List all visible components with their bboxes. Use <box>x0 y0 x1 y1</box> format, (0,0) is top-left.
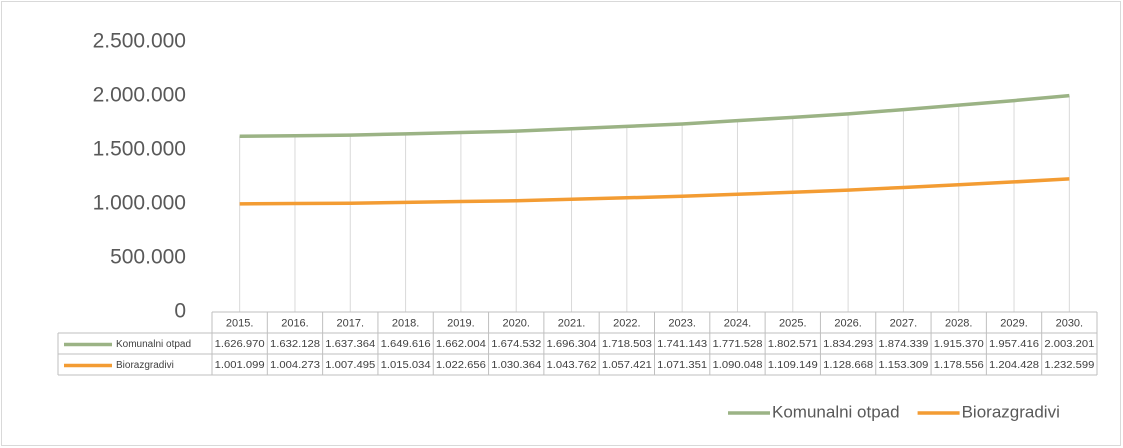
series-line <box>239 93 1070 139</box>
x-tick-label: 2026. <box>834 317 862 329</box>
x-tick-label: 2025. <box>779 317 807 329</box>
x-tick-label: 2028. <box>945 317 973 329</box>
data-label: 1.204.428 <box>989 360 1039 371</box>
data-label: 1.649.616 <box>381 339 431 350</box>
x-tick-label: 2029. <box>1000 317 1028 329</box>
data-label: 1.015.034 <box>381 360 431 371</box>
data-label: 1.696.304 <box>547 339 597 350</box>
data-label: 1.001.099 <box>215 360 265 371</box>
x-tick-label: 2016. <box>281 317 309 329</box>
data-label: 1.043.762 <box>547 360 597 371</box>
x-tick-label: 2022. <box>613 317 641 329</box>
data-label: 1.741.143 <box>657 339 707 350</box>
y-tick-label: 2.500.000 <box>93 30 186 53</box>
legend-label: Biorazgradivi <box>962 402 1060 421</box>
y-tick-label: 2.000.000 <box>93 84 186 107</box>
data-label: 1.007.495 <box>325 360 375 371</box>
data-label: 1.178.556 <box>934 360 984 371</box>
data-label: 1.626.970 <box>215 339 265 350</box>
x-tick-label: 2027. <box>890 317 918 329</box>
x-tick-label: 2018. <box>392 317 420 329</box>
data-label: 1.662.004 <box>436 339 486 350</box>
y-tick-label: 1.500.000 <box>93 138 186 161</box>
data-label: 1.109.149 <box>768 360 818 371</box>
data-label: 1.090.048 <box>712 360 762 371</box>
data-label: 1.771.528 <box>712 339 762 350</box>
x-tick-label: 2021. <box>558 317 586 329</box>
table-series-name: Komunalni otpad <box>116 339 191 350</box>
data-label: 1.153.309 <box>878 360 928 371</box>
data-label: 1.004.273 <box>270 360 320 371</box>
data-label: 1.057.421 <box>602 360 652 371</box>
x-tick-label: 2030. <box>1056 317 1084 329</box>
data-label: 1.834.293 <box>823 339 873 350</box>
x-tick-label: 2024. <box>724 317 752 329</box>
data-label: 1.637.364 <box>325 339 375 350</box>
data-label: 1.128.668 <box>823 360 873 371</box>
data-label: 1.632.128 <box>270 339 320 350</box>
data-label: 1.674.532 <box>491 339 541 350</box>
data-label: 1.022.656 <box>436 360 486 371</box>
data-label: 1.071.351 <box>657 360 707 371</box>
data-label: 1.802.571 <box>768 339 818 350</box>
x-tick-label: 2020. <box>502 317 530 329</box>
x-tick-label: 2017. <box>337 317 365 329</box>
y-tick-label: 0 <box>174 300 186 323</box>
data-label: 1.718.503 <box>602 339 652 350</box>
y-tick-label: 500.000 <box>110 246 186 269</box>
series-line <box>239 177 1070 206</box>
x-tick-label: 2015. <box>226 317 254 329</box>
table-series-name: Biorazgradivi <box>116 360 174 371</box>
x-tick-label: 2023. <box>668 317 696 329</box>
x-tick-label: 2019. <box>447 317 475 329</box>
data-label: 1.957.416 <box>989 339 1039 350</box>
data-label: 1.232.599 <box>1044 360 1094 371</box>
data-label: 1.030.364 <box>491 360 541 371</box>
legend-label: Komunalni otpad <box>772 402 900 421</box>
data-label: 1.915.370 <box>934 339 984 350</box>
y-tick-label: 1.000.000 <box>93 192 186 215</box>
data-label: 1.874.339 <box>878 339 928 350</box>
data-label: 2.003.201 <box>1044 339 1094 350</box>
